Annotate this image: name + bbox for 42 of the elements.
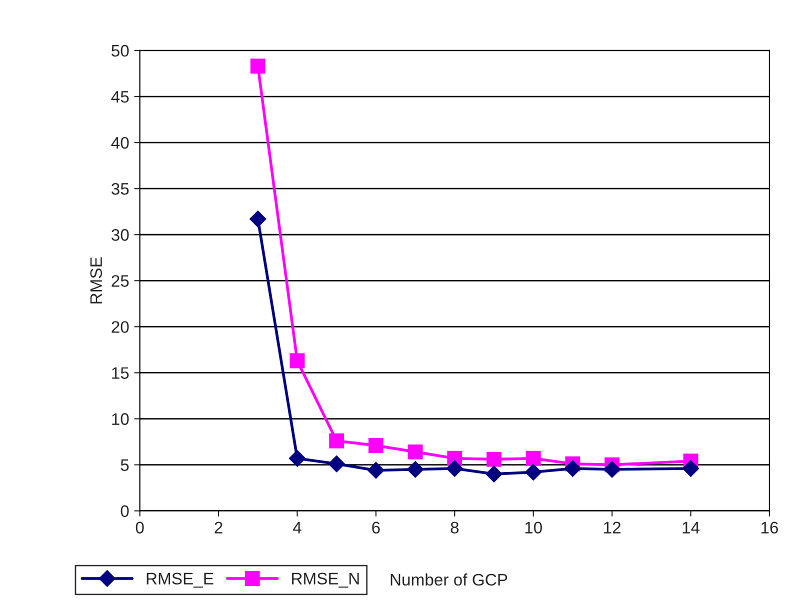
point bbox=[524, 464, 542, 481]
point bbox=[328, 456, 345, 472]
point bbox=[288, 450, 306, 467]
x-tick-label: 12 bbox=[604, 522, 620, 534]
legend-label: RMSE_N bbox=[292, 572, 359, 588]
point bbox=[486, 452, 502, 467]
point bbox=[682, 460, 700, 477]
y-tick-label: 40 bbox=[111, 136, 129, 149]
point bbox=[526, 450, 541, 466]
y-tick-label: 25 bbox=[112, 275, 129, 287]
x-axis-title: Number of GCP bbox=[390, 573, 508, 586]
x-tick-label: 8 bbox=[450, 522, 459, 534]
x-tick-label: 10 bbox=[525, 522, 542, 534]
y-axis-title: RMSE bbox=[90, 257, 102, 304]
y-tick-label: 30 bbox=[112, 229, 129, 241]
x-tick-label: 4 bbox=[292, 522, 302, 534]
point bbox=[486, 466, 502, 482]
point bbox=[604, 461, 620, 478]
point bbox=[406, 461, 424, 478]
point bbox=[290, 353, 305, 368]
y-tick-label: 35 bbox=[112, 182, 129, 195]
point bbox=[250, 210, 266, 228]
y-tick-label: 50 bbox=[112, 44, 129, 57]
point bbox=[329, 433, 344, 448]
x-tick-label: 0 bbox=[136, 522, 144, 534]
y-tick-label: 5 bbox=[120, 459, 129, 472]
y-tick-label: 15 bbox=[112, 367, 129, 379]
point bbox=[368, 438, 384, 453]
x-tick-label: 2 bbox=[214, 522, 222, 534]
point bbox=[408, 444, 423, 460]
point bbox=[368, 462, 384, 479]
x-tick-label: 16 bbox=[761, 522, 778, 534]
x-tick-label: 14 bbox=[682, 522, 700, 534]
point bbox=[446, 460, 464, 477]
y-tick-label: 20 bbox=[112, 321, 129, 333]
y-tick-label: 0 bbox=[120, 505, 129, 518]
x-tick-label: 6 bbox=[372, 522, 380, 534]
point bbox=[564, 460, 582, 477]
y-tick-label: 45 bbox=[111, 91, 129, 103]
legend-label: RMSE_E bbox=[146, 572, 214, 588]
y-tick-label: 10 bbox=[112, 413, 129, 425]
point bbox=[250, 58, 266, 74]
